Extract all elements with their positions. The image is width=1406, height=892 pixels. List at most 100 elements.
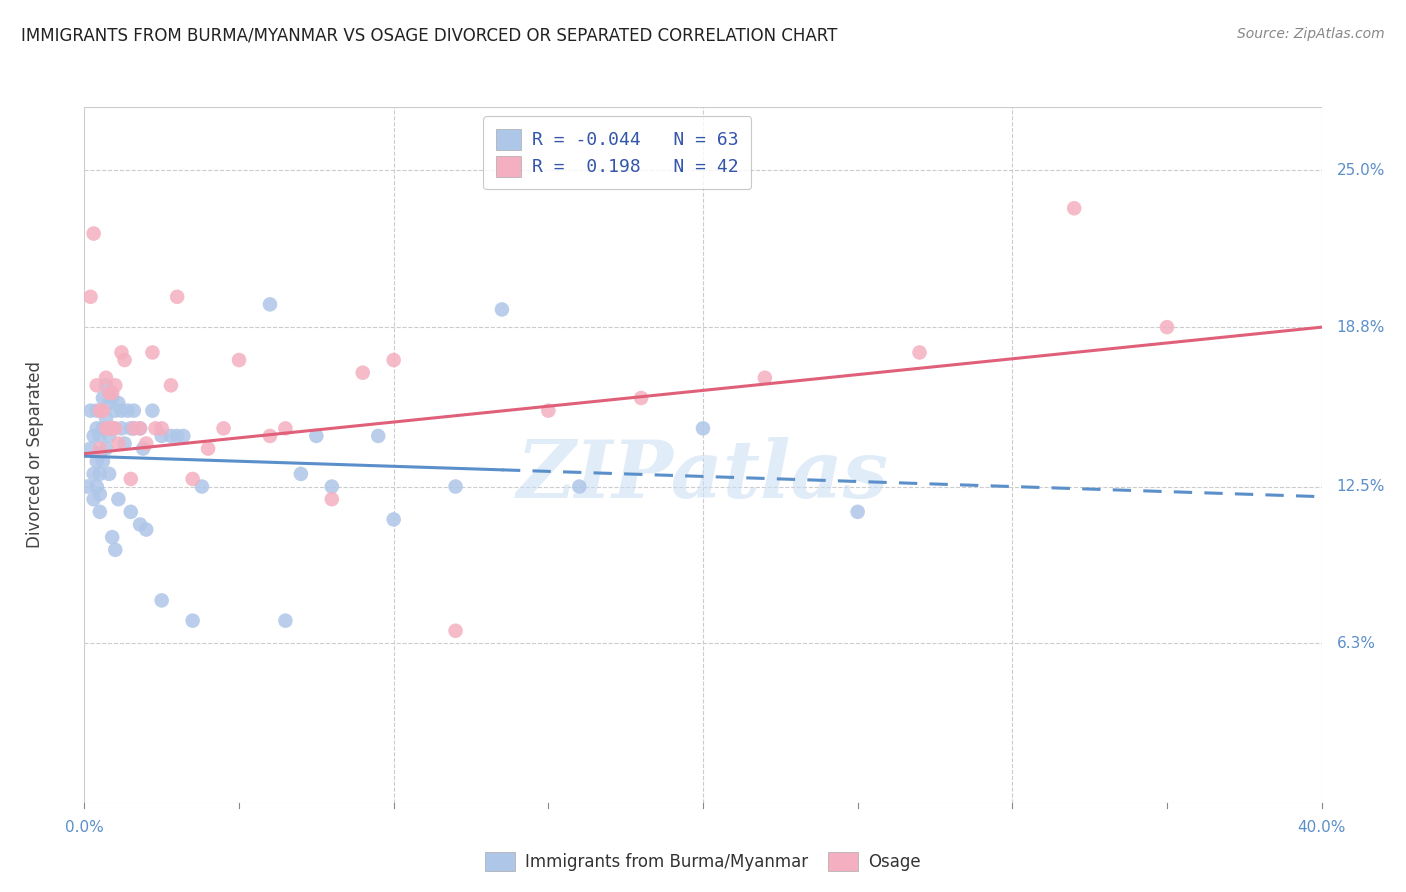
Point [290,467,312,481]
Point [129,421,152,435]
Point [107,436,129,450]
Text: ZIPatlas: ZIPatlas [517,437,889,515]
Point [104,403,127,417]
Text: 6.3%: 6.3% [1337,636,1375,651]
Point [172,429,194,443]
Point [568,479,591,493]
Point [212,421,235,435]
Text: 12.5%: 12.5% [1337,479,1385,494]
Point [145,421,167,435]
Point [132,442,155,456]
Point [91,421,114,435]
Point [120,472,142,486]
Point [86,403,108,417]
Point [120,505,142,519]
Text: 25.0%: 25.0% [1337,163,1385,178]
Point [321,492,343,507]
Point [382,512,405,526]
Point [754,370,776,384]
Point [444,479,467,493]
Legend: R = -0.044   N = 63, R =  0.198   N = 42: R = -0.044 N = 63, R = 0.198 N = 42 [484,116,751,189]
Point [166,429,188,443]
Point [98,429,121,443]
Point [1063,201,1085,215]
Point [79,442,101,456]
Point [89,442,111,456]
Point [141,403,163,417]
Point [94,442,117,456]
Point [104,542,127,557]
Text: IMMIGRANTS FROM BURMA/MYANMAR VS OSAGE DIVORCED OR SEPARATED CORRELATION CHART: IMMIGRANTS FROM BURMA/MYANMAR VS OSAGE D… [21,27,838,45]
Point [94,370,117,384]
Point [181,472,204,486]
Point [150,421,173,435]
Point [83,492,105,507]
Point [89,505,111,519]
Point [120,421,142,435]
Point [352,366,374,380]
Point [274,421,297,435]
Point [101,421,124,435]
Point [1156,320,1178,334]
Point [101,386,124,401]
Point [114,436,136,450]
Point [107,492,129,507]
Point [79,290,101,304]
Point [692,421,714,435]
Point [89,487,111,501]
Legend: Immigrants from Burma/Myanmar, Osage: Immigrants from Burma/Myanmar, Osage [477,843,929,880]
Point [86,479,108,493]
Point [79,403,101,417]
Point [491,302,513,317]
Point [150,429,173,443]
Point [104,421,127,435]
Point [846,505,869,519]
Point [94,378,117,392]
Point [101,530,124,544]
Point [228,353,250,368]
Point [259,429,281,443]
Point [86,378,108,392]
Point [129,421,152,435]
Point [197,442,219,456]
Point [98,396,121,410]
Point [908,345,931,359]
Point [107,396,129,410]
Text: Source: ZipAtlas.com: Source: ZipAtlas.com [1237,27,1385,41]
Point [89,429,111,443]
Point [89,403,111,417]
Point [259,297,281,311]
Point [91,391,114,405]
Point [150,593,173,607]
Point [89,447,111,461]
Point [160,378,183,392]
Point [274,614,297,628]
Point [76,479,98,493]
Point [83,467,105,481]
Text: 0.0%: 0.0% [65,821,104,835]
Point [122,421,145,435]
Point [382,353,405,368]
Point [537,403,560,417]
Point [98,467,121,481]
Point [122,421,145,435]
Point [101,421,124,435]
Point [101,391,124,405]
Point [305,429,328,443]
Point [94,421,117,435]
Point [91,403,114,417]
Text: 18.8%: 18.8% [1337,319,1385,334]
Point [83,227,105,241]
Point [89,467,111,481]
Point [122,403,145,417]
Point [104,378,127,392]
Point [91,454,114,468]
Point [94,411,117,425]
Point [135,436,157,450]
Point [110,345,132,359]
Point [160,429,183,443]
Point [83,429,105,443]
Point [141,345,163,359]
Point [98,386,121,401]
Point [367,429,389,443]
